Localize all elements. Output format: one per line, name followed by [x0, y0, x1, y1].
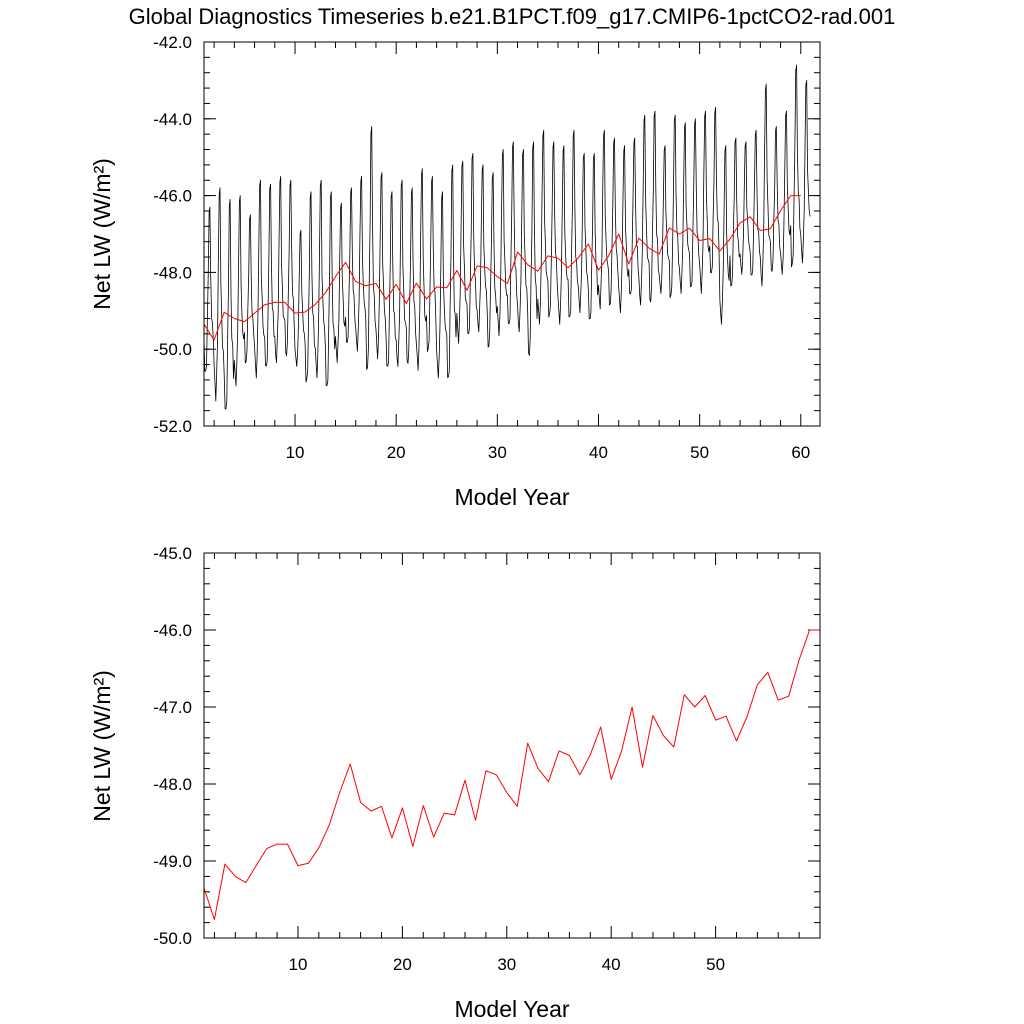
bottom-ticks	[204, 552, 820, 939]
bottom-x-tick-label: 20	[393, 955, 412, 974]
bottom-y-tick-label: -46.0	[153, 621, 192, 640]
bottom-series-annual-mean	[203, 629, 820, 920]
bottom-y-tick-label: -47.0	[153, 698, 192, 717]
top-panel: 10 20 30 40 50 60 -52.0 -50.0 -48.0 -46.0 -44.0 -42…	[89, 33, 821, 510]
bottom-x-tick-label: 10	[289, 955, 308, 974]
top-x-axis-title: Model Year	[454, 484, 569, 510]
bottom-y-tick-label: -49.0	[153, 852, 192, 871]
top-series-annual-mean	[203, 195, 801, 341]
bottom-tick-labels: 10 20 30 40 50 -50.0 -49.0 -48.0 -47.0 -46.0 -45.0	[153, 544, 725, 974]
top-y-tick-label: -46.0	[153, 187, 192, 206]
bottom-panel: 10 20 30 40 50 -50.0 -49.0 -48.0 -47.0 -46.0 -45.0…	[89, 544, 821, 1022]
bottom-y-tick-label: -50.0	[153, 929, 192, 948]
chart-title: Global Diagnostics Timeseries b.e21.B1PC…	[129, 4, 896, 29]
top-y-tick-label: -44.0	[153, 110, 192, 129]
bottom-series	[203, 629, 820, 920]
top-x-tick-label: 20	[387, 443, 406, 462]
bottom-x-tick-label: 50	[706, 955, 725, 974]
top-plot-frame	[203, 41, 821, 427]
bottom-x-axis-title: Model Year	[454, 996, 569, 1022]
top-series-monthly	[203, 64, 811, 410]
top-x-tick-label: 30	[488, 443, 507, 462]
top-x-tick-label: 60	[791, 443, 810, 462]
bottom-plot-frame	[203, 552, 821, 939]
top-y-axis-title: Net LW (W/m²)	[89, 158, 115, 310]
bottom-y-axis-title: Net LW (W/m²)	[89, 670, 115, 822]
top-y-tick-label: -52.0	[153, 417, 192, 436]
bottom-y-tick-label: -48.0	[153, 775, 192, 794]
bottom-y-tick-label: -45.0	[153, 544, 192, 563]
top-x-tick-label: 10	[286, 443, 305, 462]
bottom-x-tick-label: 30	[497, 955, 516, 974]
bottom-x-tick-label: 40	[602, 955, 621, 974]
top-ticks	[204, 41, 820, 427]
top-tick-labels: 10 20 30 40 50 60 -52.0 -50.0 -48.0 -46.0 -44.0 -42…	[153, 33, 810, 462]
top-y-tick-label: -42.0	[153, 33, 192, 52]
top-x-tick-label: 50	[690, 443, 709, 462]
top-x-tick-label: 40	[589, 443, 608, 462]
top-series	[203, 64, 811, 410]
top-y-tick-label: -50.0	[153, 340, 192, 359]
top-y-tick-label: -48.0	[153, 263, 192, 282]
